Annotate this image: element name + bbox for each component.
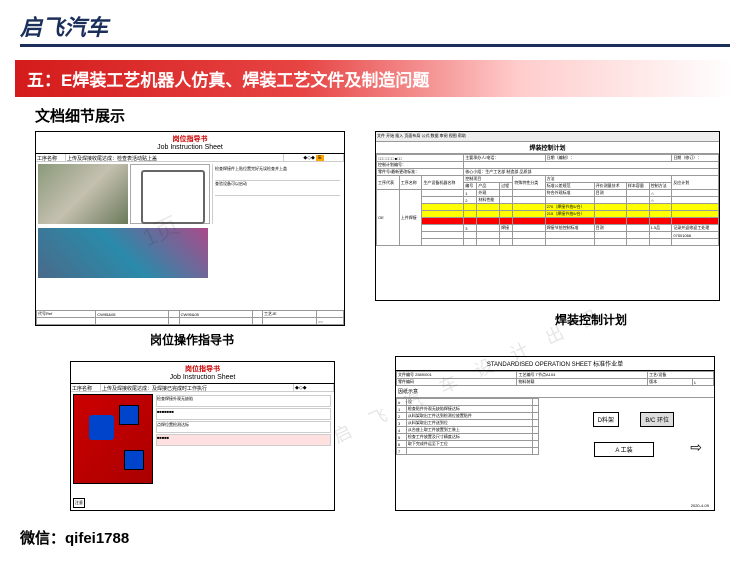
excel-toolbar: 文件 开始 插入 页面布局 公式 数据 审阅 视图 帮助 bbox=[376, 132, 719, 142]
doc1-val: 上传及焊接收尾达成：检查表活动贴上盖 bbox=[66, 154, 284, 161]
doc-job-instruction-1: 岗位指导书Job Instruction Sheet 工序名称上传及焊接收尾达成… bbox=[35, 131, 345, 326]
doc2-title: 焊装控制计划 bbox=[376, 142, 719, 154]
red-part-render bbox=[73, 394, 153, 484]
doc-control-plan: 文件 开始 插入 页面布局 公式 数据 审阅 视图 帮助 焊装控制计划 □□□ … bbox=[375, 131, 720, 301]
doc1-label: 工序名称 bbox=[36, 154, 66, 161]
doc1-title-cn: 岗位指导书 bbox=[173, 136, 208, 143]
footer-wechat: 微信：qifei1788 bbox=[20, 527, 129, 548]
content-area: 岗位指导书Job Instruction Sheet 工序名称上传及焊接收尾达成… bbox=[0, 131, 750, 511]
fixture-diagram bbox=[130, 164, 210, 224]
subtitle: 文档细节展示 bbox=[35, 105, 715, 126]
section-title: 五：E焊装工艺机器人仿真、焊装工艺文件及制造问题 bbox=[15, 60, 735, 97]
box-d-rack: D料架 bbox=[593, 412, 619, 427]
3d-part-render bbox=[38, 228, 208, 278]
arrow-icon: ⇨ bbox=[690, 439, 702, 456]
workshop-photo bbox=[38, 164, 128, 224]
doc1-title-en: Job Instruction Sheet bbox=[157, 144, 223, 151]
doc4-title: STANDARDISED OPERATION SHEET 标准作业单 bbox=[396, 357, 714, 371]
box-bc-pos: B/C 环位 bbox=[640, 412, 674, 427]
logo: 启飞汽车 bbox=[20, 10, 730, 47]
doc3-title-en: Job Instruction Sheet bbox=[170, 374, 236, 381]
caption-2: 焊装控制计划 bbox=[555, 311, 627, 328]
doc-job-instruction-2: 岗位指导书Job Instruction Sheet 工序名称上传及焊接收尾达成… bbox=[70, 361, 335, 511]
box-a-fixture: A 工装 bbox=[594, 442, 654, 457]
caption-1: 岗位操作指导书 bbox=[150, 331, 234, 348]
doc3-title-cn: 岗位指导书 bbox=[185, 366, 220, 373]
doc-sos-sheet: STANDARDISED OPERATION SHEET 标准作业单 文件编号 … bbox=[395, 356, 715, 511]
